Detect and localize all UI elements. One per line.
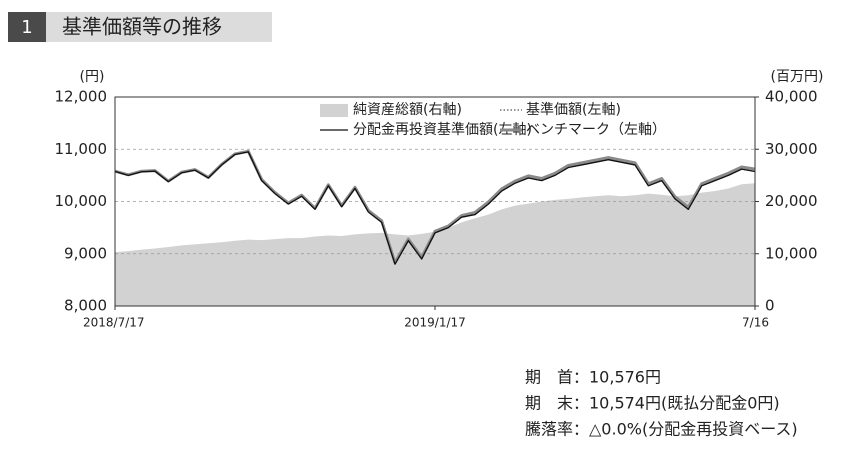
x-tick-label: 2019/1/17 [404, 316, 466, 330]
legend-swatch [320, 104, 348, 117]
header-bar [8, 12, 272, 42]
y2-tick-label: 30,000 [765, 140, 818, 158]
legend-label: 純資産総額(右軸) [353, 102, 462, 118]
y-tick-label: 11,000 [55, 140, 108, 158]
x-tick-label: 7/16 [742, 316, 769, 330]
y2-tick-label: 40,000 [765, 88, 818, 106]
summary-line: 期 末：10,574円(既払分配金0円) [525, 394, 780, 413]
legend-box [315, 100, 752, 140]
area [115, 183, 755, 306]
line [114, 151, 756, 265]
legend-label: 基準価額(左軸) [526, 101, 621, 118]
x-tick-label: 2018/7/17 [83, 316, 145, 330]
summary-line: 騰落率：△0.0%(分配金再投資ベース) [525, 420, 798, 439]
y-unit: (円) [80, 69, 105, 85]
y-tick-label: 8,000 [64, 297, 107, 315]
legend-label: ベンチマーク（左軸） [526, 122, 666, 138]
y2-unit: (百万円) [771, 69, 824, 85]
y2-tick-label: 0 [765, 297, 775, 315]
header-badge [8, 12, 46, 42]
y-tick-label: 10,000 [55, 192, 108, 210]
section-number: 1 [21, 17, 32, 38]
y-tick-label: 12,000 [55, 88, 108, 106]
section-title: 基準価額等の推移 [62, 15, 222, 39]
summary-line: 期 首：10,576円 [525, 368, 661, 387]
y-tick-label: 9,000 [64, 244, 107, 262]
legend-label: 分配金再投資基準価額(左軸) [353, 121, 532, 138]
y2-tick-label: 20,000 [765, 192, 818, 210]
y2-tick-label: 10,000 [765, 244, 818, 262]
